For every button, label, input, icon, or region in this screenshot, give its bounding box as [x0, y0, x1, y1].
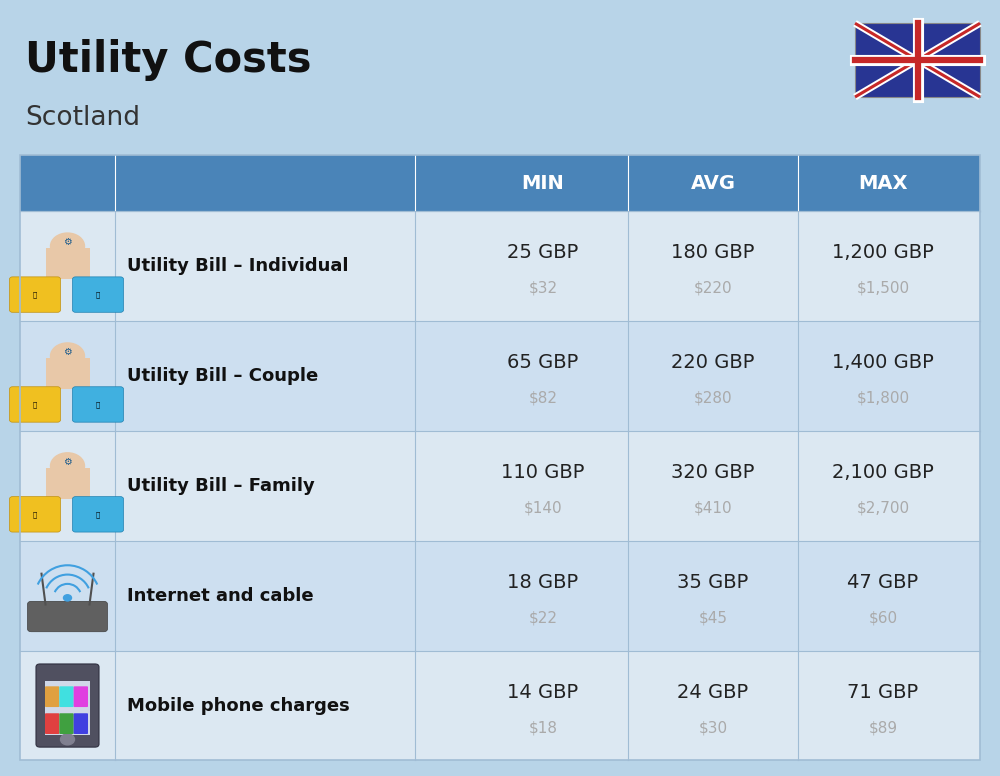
Text: 25 GBP: 25 GBP — [507, 244, 579, 262]
Text: MIN: MIN — [522, 174, 564, 192]
Text: 18 GBP: 18 GBP — [507, 573, 579, 592]
Text: 320 GBP: 320 GBP — [671, 463, 755, 482]
Text: 65 GBP: 65 GBP — [507, 353, 579, 372]
Circle shape — [60, 734, 74, 745]
FancyBboxPatch shape — [28, 601, 108, 632]
Text: $18: $18 — [528, 720, 558, 735]
Text: $30: $30 — [698, 720, 728, 735]
Text: $22: $22 — [528, 610, 558, 625]
Text: Utility Bill – Individual: Utility Bill – Individual — [127, 257, 349, 275]
FancyBboxPatch shape — [45, 686, 59, 707]
Circle shape — [64, 594, 72, 601]
Text: 110 GBP: 110 GBP — [501, 463, 585, 482]
Text: $45: $45 — [698, 610, 728, 625]
FancyBboxPatch shape — [10, 277, 60, 312]
Circle shape — [51, 343, 84, 369]
Text: $220: $220 — [694, 280, 732, 296]
Text: $32: $32 — [528, 280, 558, 296]
Text: 🔌: 🔌 — [32, 511, 37, 518]
Text: $410: $410 — [694, 501, 732, 515]
Text: 71 GBP: 71 GBP — [847, 683, 919, 702]
Text: 💧: 💧 — [95, 511, 100, 518]
FancyBboxPatch shape — [36, 664, 99, 747]
Text: 35 GBP: 35 GBP — [677, 573, 749, 592]
Text: $89: $89 — [868, 720, 898, 735]
Text: 🔌: 🔌 — [32, 401, 37, 407]
Text: MAX: MAX — [858, 174, 908, 192]
FancyBboxPatch shape — [10, 497, 60, 532]
Text: 🔌: 🔌 — [32, 291, 37, 298]
Text: Utility Bill – Family: Utility Bill – Family — [127, 476, 315, 495]
FancyBboxPatch shape — [73, 386, 124, 422]
FancyBboxPatch shape — [46, 468, 90, 499]
FancyBboxPatch shape — [45, 713, 59, 734]
FancyBboxPatch shape — [59, 713, 74, 734]
FancyBboxPatch shape — [73, 497, 124, 532]
Text: ⚙: ⚙ — [63, 347, 72, 357]
Text: $82: $82 — [528, 390, 558, 405]
FancyBboxPatch shape — [20, 541, 980, 650]
FancyBboxPatch shape — [20, 431, 980, 541]
Text: 220 GBP: 220 GBP — [671, 353, 755, 372]
FancyBboxPatch shape — [20, 650, 980, 760]
FancyBboxPatch shape — [10, 386, 60, 422]
Text: Utility Bill – Couple: Utility Bill – Couple — [127, 367, 318, 385]
Text: $1,500: $1,500 — [856, 280, 910, 296]
Text: 1,200 GBP: 1,200 GBP — [832, 244, 934, 262]
Circle shape — [51, 233, 84, 259]
Text: $2,700: $2,700 — [856, 501, 910, 515]
FancyBboxPatch shape — [20, 211, 980, 321]
Text: Utility Costs: Utility Costs — [25, 39, 312, 81]
FancyBboxPatch shape — [20, 155, 980, 211]
Text: 1,400 GBP: 1,400 GBP — [832, 353, 934, 372]
Text: $140: $140 — [524, 501, 562, 515]
Text: 💧: 💧 — [95, 291, 100, 298]
Circle shape — [51, 453, 84, 480]
FancyBboxPatch shape — [74, 686, 88, 707]
FancyBboxPatch shape — [855, 23, 980, 97]
Text: 47 GBP: 47 GBP — [847, 573, 919, 592]
Text: AVG: AVG — [690, 174, 736, 192]
Text: 2,100 GBP: 2,100 GBP — [832, 463, 934, 482]
Text: 💧: 💧 — [95, 401, 100, 407]
Text: 14 GBP: 14 GBP — [507, 683, 579, 702]
FancyBboxPatch shape — [46, 248, 90, 279]
FancyBboxPatch shape — [45, 681, 90, 735]
Text: ⚙: ⚙ — [63, 237, 72, 248]
Text: $1,800: $1,800 — [856, 390, 910, 405]
Text: Mobile phone charges: Mobile phone charges — [127, 697, 350, 715]
Text: 180 GBP: 180 GBP — [671, 244, 755, 262]
FancyBboxPatch shape — [59, 686, 74, 707]
Text: Internet and cable: Internet and cable — [127, 587, 314, 605]
FancyBboxPatch shape — [73, 277, 124, 312]
Text: 24 GBP: 24 GBP — [677, 683, 749, 702]
Text: Scotland: Scotland — [25, 105, 140, 131]
FancyBboxPatch shape — [20, 321, 980, 431]
Text: $60: $60 — [868, 610, 898, 625]
Text: ⚙: ⚙ — [63, 457, 72, 467]
Text: $280: $280 — [694, 390, 732, 405]
FancyBboxPatch shape — [74, 713, 88, 734]
FancyBboxPatch shape — [46, 359, 90, 389]
